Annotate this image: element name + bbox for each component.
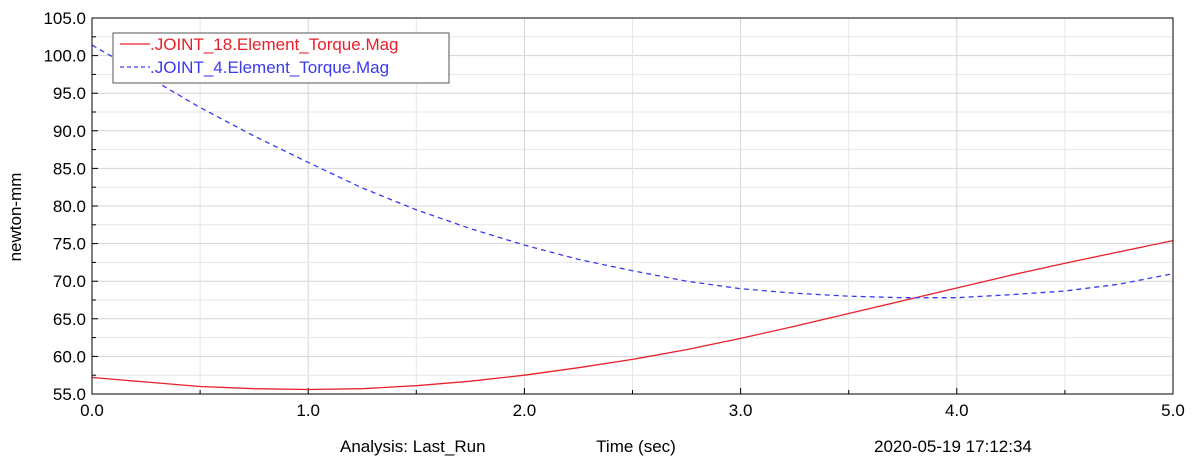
y-tick-label: 100.0 <box>43 47 86 66</box>
legend-label-joint-4: .JOINT_4.Element_Torque.Mag <box>150 58 389 77</box>
y-axis-label: newton-mm <box>6 173 25 262</box>
series-line-1 <box>91 44 1174 299</box>
x-tick-label: 0.0 <box>80 401 104 420</box>
x-tick-label: 4.0 <box>945 401 969 420</box>
y-tick-label: 105.0 <box>43 9 86 28</box>
y-tick-label: 60.0 <box>53 347 86 366</box>
legend-label-joint-18: .JOINT_18.Element_Torque.Mag <box>150 35 399 54</box>
y-tick-label: 90.0 <box>53 122 86 141</box>
legend: .JOINT_18.Element_Torque.Mag .JOINT_4.El… <box>112 32 450 84</box>
y-tick-label: 85.0 <box>53 159 86 178</box>
y-tick-label: 70.0 <box>53 272 86 291</box>
timestamp: 2020-05-19 17:12:34 <box>874 437 1032 456</box>
x-tick-label: 5.0 <box>1161 401 1185 420</box>
y-tick-label: 95.0 <box>53 84 86 103</box>
y-tick-labels: 55.0 60.0 65.0 70.0 75.0 80.0 85.0 90.0 95.0 100.… <box>43 9 86 404</box>
y-tick-label: 75.0 <box>53 235 86 254</box>
plot-frame <box>91 17 1174 395</box>
legend-box <box>112 32 450 84</box>
y-tick-label: 80.0 <box>53 197 86 216</box>
series-line-0 <box>91 239 1174 391</box>
y-tick-label: 55.0 <box>53 385 86 404</box>
x-tick-label: 2.0 <box>513 401 537 420</box>
x-tick-label: 1.0 <box>296 401 320 420</box>
analysis-label: Analysis: Last_Run <box>340 437 486 456</box>
x-tick-labels: 0.0 1.0 2.0 3.0 4.0 5.0 <box>80 401 1185 420</box>
x-axis-label: Time (sec) <box>596 437 676 456</box>
x-tick-label: 3.0 <box>729 401 753 420</box>
series-lines <box>91 44 1174 391</box>
y-tick-label: 65.0 <box>53 310 86 329</box>
